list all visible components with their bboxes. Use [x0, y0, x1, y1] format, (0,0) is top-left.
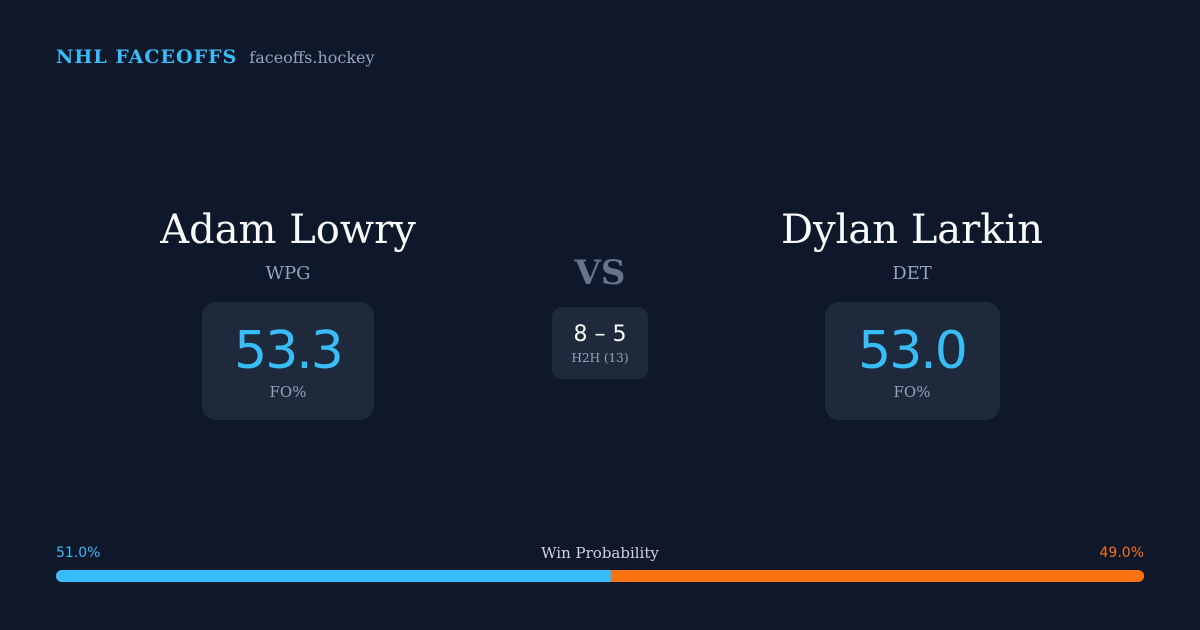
player-left-name: Adam Lowry: [160, 207, 416, 253]
brand-site: faceoffs.hockey: [249, 48, 375, 67]
win-probability-fill-left: [56, 570, 611, 582]
player-left: Adam Lowry WPG 53.3 FO%: [88, 204, 488, 420]
player-right: Dylan Larkin DET 53.0 FO%: [712, 204, 1112, 420]
player-left-team: WPG: [265, 263, 311, 284]
player-left-fo-label: FO%: [269, 383, 307, 401]
h2h-label: H2H (13): [571, 351, 629, 365]
player-right-fo-label: FO%: [893, 383, 931, 401]
player-right-fo-value: 53.0: [858, 321, 968, 381]
brand-name: NHL FACEOFFS: [56, 46, 238, 68]
player-right-stat-card: 53.0 FO%: [824, 302, 1000, 420]
win-probability-right: 49.0%: [1099, 545, 1144, 561]
win-probability-title: Win Probability: [541, 544, 659, 562]
h2h-card: 8 – 5 H2H (13): [552, 307, 648, 379]
win-probability-left: 51.0%: [56, 545, 101, 561]
h2h-score: 8 – 5: [573, 322, 627, 347]
brand: NHL FACEOFFS faceoffs.hockey: [56, 46, 375, 68]
win-probability-fill-right: [610, 570, 1144, 582]
player-left-fo-value: 53.3: [234, 321, 344, 381]
player-right-name: Dylan Larkin: [780, 207, 1044, 253]
vs-label: VS: [574, 253, 626, 293]
player-left-stat-card: 53.3 FO%: [202, 302, 374, 420]
player-right-team: DET: [892, 263, 932, 284]
win-probability-bar: [56, 570, 1144, 582]
